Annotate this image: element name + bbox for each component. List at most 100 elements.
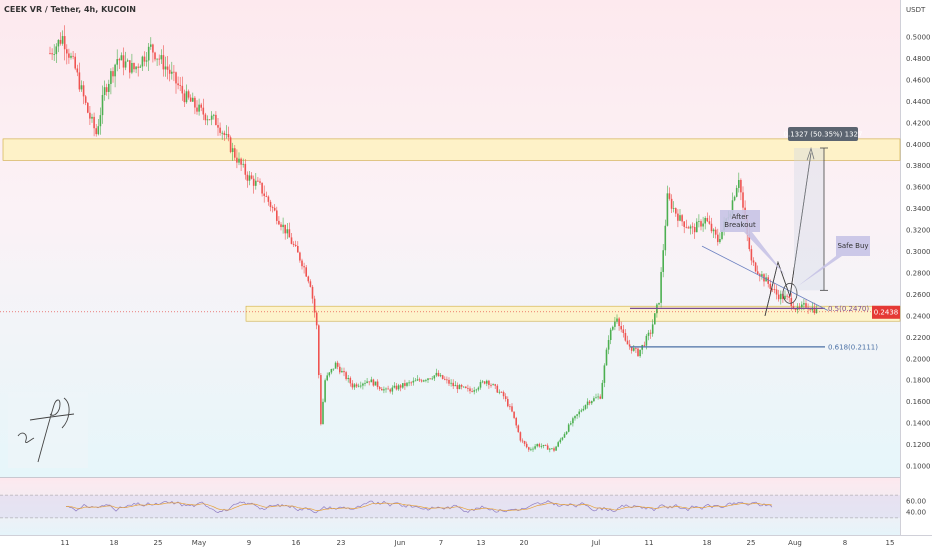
candle-body (582, 408, 585, 411)
rsi-tick-label: 60.00 (906, 497, 926, 505)
price-tick-label: 0.4000 (906, 141, 931, 149)
candle-body (110, 71, 112, 84)
candle-body (198, 104, 200, 112)
candle-body (297, 245, 299, 253)
candle-body (689, 226, 692, 229)
candle-body (402, 383, 404, 388)
candle-body (244, 163, 247, 175)
candle-body (271, 207, 274, 208)
candle-body (679, 215, 681, 221)
candle-body (355, 384, 358, 387)
time-tick-label: 25 (747, 539, 756, 547)
candle-body (74, 56, 76, 69)
candle-body (166, 66, 169, 70)
candle-body (131, 63, 133, 73)
safe-buy-callout (798, 236, 870, 286)
candle-body (217, 125, 219, 128)
candle-body (49, 53, 51, 54)
candle-body (551, 448, 553, 450)
candle-body (813, 307, 816, 314)
fib-level-label: 0.5(0.2470) (828, 305, 869, 313)
candle-body (557, 442, 559, 447)
descending-trendline (701, 245, 829, 311)
candle-body (683, 221, 685, 227)
candle-body (324, 380, 326, 402)
time-tick-label: May (192, 539, 206, 547)
candle-body (509, 406, 511, 408)
time-tick-label: 23 (337, 539, 346, 547)
candle-body (534, 446, 536, 449)
candle-body (162, 55, 165, 70)
candle-body (454, 385, 457, 387)
candle-body (156, 58, 158, 60)
candle-body (303, 266, 305, 268)
candle-body (670, 198, 673, 209)
safe-buy-text: Safe Buy (837, 242, 868, 250)
candle-body (318, 325, 320, 376)
candle-body (798, 306, 801, 308)
candle-body (536, 444, 538, 447)
measure-label-box (788, 127, 858, 141)
candle-body (387, 388, 389, 390)
candle-body (574, 415, 576, 419)
rsi-pane-background (0, 478, 900, 535)
candle-body (719, 238, 721, 243)
candle-body (616, 318, 618, 322)
candle-body (588, 401, 591, 404)
candle-body (471, 391, 473, 392)
candle-body (450, 382, 452, 384)
candle-body (137, 66, 139, 68)
candle-body (231, 148, 234, 153)
candle-body (120, 55, 123, 61)
candle-body (78, 72, 81, 90)
candle-body (147, 46, 150, 61)
candle-body (404, 383, 406, 386)
candle-body (488, 380, 490, 385)
candle-body (624, 332, 627, 341)
candle-body (265, 195, 268, 197)
candle-body (57, 39, 60, 47)
candle-body (185, 91, 188, 103)
candle-body (609, 329, 612, 341)
candle-body (643, 344, 646, 346)
candle-body (116, 59, 118, 65)
candle-body (347, 377, 349, 380)
candle-body (685, 226, 688, 228)
candle-body (658, 302, 660, 305)
candle-body (441, 375, 444, 379)
candle-body (618, 318, 620, 327)
candle-body (376, 381, 379, 388)
after-breakout-text-line1: After (732, 213, 749, 221)
candle-body (381, 388, 383, 391)
candle-body (425, 380, 427, 381)
candle-body (570, 423, 572, 425)
candle-body (492, 384, 494, 386)
axis-unit-label: USDT (906, 6, 926, 14)
after-breakout-text-line2: Breakout (724, 221, 756, 229)
candle-body (473, 390, 475, 392)
candle-body (362, 383, 364, 386)
candle-body (263, 193, 265, 196)
projected-arrowhead (806, 147, 815, 161)
candle-body (542, 444, 545, 447)
candle-body (773, 289, 776, 290)
candle-body (397, 385, 400, 390)
time-tick-label: 15 (886, 539, 895, 547)
candle-body (192, 97, 194, 102)
candle-body (97, 126, 100, 135)
candle-body (139, 66, 142, 68)
candle-body (721, 230, 723, 239)
candle-body (70, 55, 72, 58)
candle-body (477, 387, 480, 390)
time-tick-label: Jul (591, 539, 601, 547)
candle-body (622, 329, 625, 333)
candle-body (68, 53, 70, 58)
candle-body (752, 260, 755, 263)
after-breakout-callout (720, 210, 786, 276)
candle-body (462, 386, 465, 388)
candle-body (328, 372, 331, 376)
candle-body (437, 372, 440, 377)
price-tick-label: 0.4800 (906, 55, 931, 63)
candle-body (368, 381, 370, 383)
candle-body (307, 276, 310, 282)
